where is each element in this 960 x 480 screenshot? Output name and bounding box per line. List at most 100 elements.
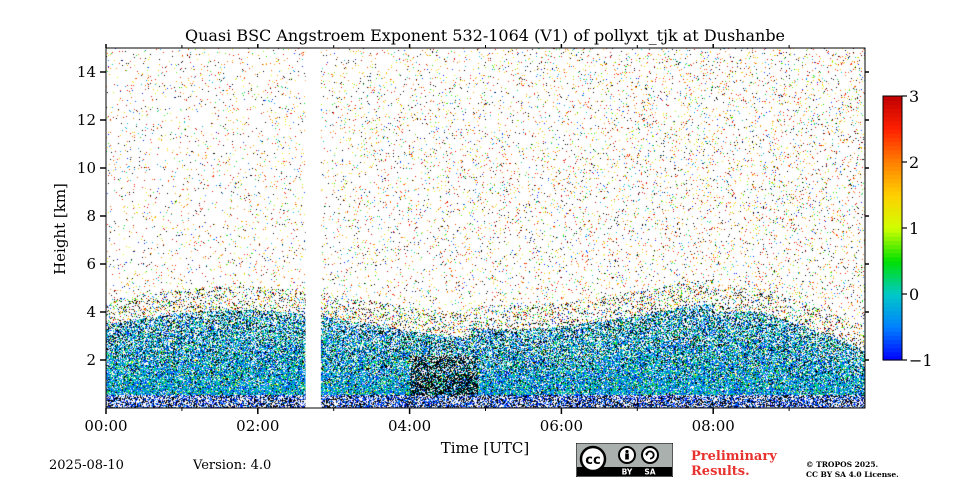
colorbar-segment bbox=[883, 289, 902, 295]
colorbar-segment bbox=[883, 182, 902, 188]
colorbar-segment bbox=[883, 302, 902, 307]
colorbar-tick-label: 2 bbox=[909, 153, 919, 172]
colorbar-segment bbox=[883, 207, 902, 213]
colorbar-segment bbox=[883, 112, 902, 118]
colorbar-segment bbox=[883, 281, 902, 287]
colorbar-segment bbox=[883, 215, 902, 221]
colorbar-segment bbox=[883, 339, 902, 345]
colorbar-segment bbox=[883, 186, 902, 192]
colorbar-segment bbox=[883, 331, 902, 336]
y-tick-label: 8 bbox=[86, 207, 96, 225]
colorbar-segment bbox=[883, 219, 902, 225]
colorbar-tick-label: 3 bbox=[909, 87, 919, 106]
cc-sa-text: SA bbox=[644, 468, 655, 477]
colorbar-segment bbox=[883, 190, 902, 196]
colorbar-segment bbox=[883, 298, 902, 303]
cc-text: cc bbox=[585, 453, 600, 468]
x-tick-label: 00:00 bbox=[84, 417, 127, 435]
colorbar-segment bbox=[883, 355, 902, 361]
colorbar-segment bbox=[883, 153, 902, 159]
preliminary-results: Preliminary Results. bbox=[691, 449, 777, 479]
colorbar: −1 0 1 2 3 bbox=[882, 87, 933, 370]
colorbar-segment bbox=[883, 137, 902, 142]
colorbar-segment bbox=[883, 228, 902, 233]
colorbar-segment bbox=[883, 170, 902, 175]
x-tick-label: 08:00 bbox=[692, 417, 735, 435]
colorbar-segment bbox=[883, 240, 902, 246]
axes: 00:00 02:00 04:00 06:00 08:00 2 4 6 8 10 12 14 bbox=[77, 44, 869, 435]
colorbar-segment bbox=[883, 145, 902, 151]
data-gap bbox=[305, 48, 321, 408]
colorbar-segment bbox=[883, 108, 902, 114]
colorbar-segment bbox=[883, 211, 902, 217]
colorbar-segment bbox=[883, 314, 902, 320]
preliminary-line-2: Results. bbox=[691, 464, 750, 479]
y-tick-label: 10 bbox=[77, 159, 96, 177]
y-tick-label: 4 bbox=[86, 303, 96, 321]
y-tick-label: 2 bbox=[86, 351, 96, 369]
colorbar-segment bbox=[883, 294, 902, 299]
colorbar-segment bbox=[883, 149, 902, 155]
y-axis-label: Height [km] bbox=[51, 183, 69, 275]
colorbar-segment bbox=[883, 120, 902, 126]
cc-by-text: BY bbox=[622, 468, 633, 477]
colorbar-segment bbox=[883, 199, 902, 204]
colorbar-tick-label: 1 bbox=[909, 219, 919, 238]
x-axis-label: Time [UTC] bbox=[441, 439, 530, 457]
colorbar-segment bbox=[883, 335, 902, 340]
date-label: 2025-08-10 bbox=[49, 458, 124, 473]
colorbar-segment bbox=[883, 236, 902, 241]
y-tick-label: 14 bbox=[77, 63, 96, 81]
colorbar-segment bbox=[883, 141, 902, 147]
colorbar-segment bbox=[883, 269, 902, 274]
colorbar-segment bbox=[883, 252, 902, 258]
colorbar-segment bbox=[883, 256, 902, 262]
plot-area bbox=[106, 48, 865, 408]
colorbar-segment bbox=[883, 232, 902, 237]
colorbar-segment bbox=[883, 100, 902, 105]
y-tick-label: 12 bbox=[77, 111, 96, 129]
copyright-notice: © TROPOS 2025. CC BY SA 4.0 License. bbox=[806, 460, 899, 480]
colorbar-segment bbox=[883, 223, 902, 229]
colorbar-segment bbox=[883, 351, 902, 357]
cc-license-badge[interactable]: cc BY SA bbox=[576, 443, 673, 477]
colorbar-segment bbox=[883, 96, 902, 101]
colorbar-segment bbox=[883, 116, 902, 122]
colorbar-segment bbox=[883, 322, 902, 328]
colorbar-segment bbox=[883, 104, 902, 109]
y-tick-label: 6 bbox=[86, 255, 96, 273]
colorbar-segment bbox=[883, 318, 902, 324]
chart-title: Quasi BSC Angstroem Exponent 532-1064 (V… bbox=[185, 26, 785, 45]
colorbar-segment bbox=[883, 285, 902, 291]
colorbar-segment bbox=[883, 273, 902, 279]
colorbar-segment bbox=[883, 178, 902, 184]
x-tick-label: 04:00 bbox=[388, 417, 431, 435]
colorbar-segment bbox=[883, 195, 902, 200]
colorbar-segment bbox=[883, 347, 902, 353]
colorbar-segment bbox=[883, 129, 902, 134]
colorbar-segment bbox=[883, 310, 902, 316]
colorbar-tick-label: −1 bbox=[909, 351, 933, 370]
colorbar-segment bbox=[883, 277, 902, 283]
colorbar-segment bbox=[883, 306, 902, 312]
copyright-line-2: CC BY SA 4.0 License. bbox=[806, 470, 899, 479]
colorbar-tick-label: 0 bbox=[909, 285, 919, 304]
colorbar-segment bbox=[883, 174, 902, 180]
colorbar-segment bbox=[883, 157, 902, 163]
colorbar-segment bbox=[883, 265, 902, 270]
colorbar-segment bbox=[883, 261, 902, 266]
colorbar-segment bbox=[883, 343, 902, 349]
colorbar-segment bbox=[883, 327, 902, 332]
colorbar-segment bbox=[883, 124, 902, 130]
sa-icon bbox=[641, 446, 659, 464]
colorbar-segment bbox=[883, 133, 902, 138]
heatmap-raster bbox=[106, 48, 865, 408]
x-tick-label: 06:00 bbox=[540, 417, 583, 435]
preliminary-line-1: Preliminary bbox=[691, 449, 777, 464]
colorbar-segment bbox=[883, 162, 902, 167]
colorbar-segment bbox=[883, 248, 902, 254]
cc-icon bbox=[579, 445, 607, 473]
version-label: Version: 4.0 bbox=[193, 458, 272, 473]
copyright-line-1: © TROPOS 2025. bbox=[806, 460, 879, 469]
